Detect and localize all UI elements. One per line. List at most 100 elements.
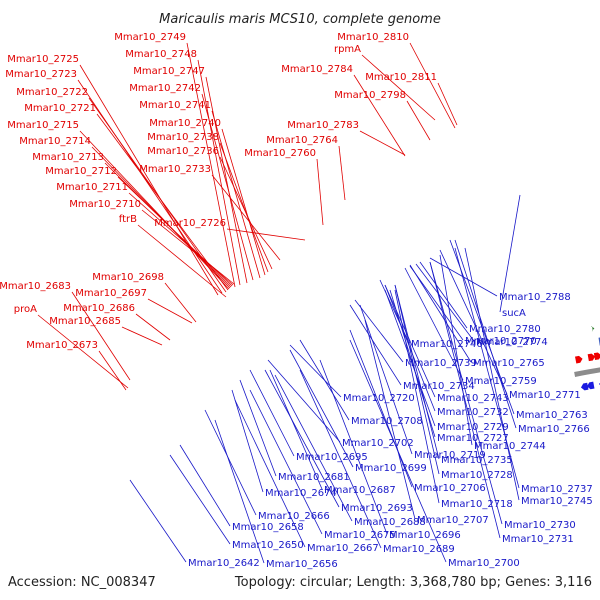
map-title: Maricaulis maris MCS10, complete genome: [159, 12, 441, 27]
reverse-gene-label: Mmar10_2650: [232, 540, 304, 551]
reverse-leader-line: [384, 289, 436, 427]
label-leader-lines: [37, 42, 521, 564]
forward-gene: [593, 352, 600, 361]
reverse-gene-label: Mmar10_2743: [437, 393, 509, 404]
reverse-leader-line: [349, 329, 413, 488]
reverse-gene-label: Mmar10_2656: [266, 559, 338, 570]
reverse-gene-label: Mmar10_2763: [516, 410, 588, 421]
forward-leader-line: [221, 128, 266, 276]
reverse-leader-line: [384, 284, 436, 398]
forward-gene-label: Mmar10_2736: [147, 146, 219, 157]
forward-gene-label: ftrB: [119, 214, 137, 225]
reverse-gene-label: Mmar10_2689: [383, 544, 455, 555]
forward-gene-label: rpmA: [334, 44, 361, 55]
forward-gene-label: Mmar10_2722: [16, 87, 88, 98]
reverse-gene-label: Mmar10_2693: [341, 503, 413, 514]
forward-gene-label: Mmar10_2742: [129, 83, 201, 94]
reverse-leader-line: [289, 349, 354, 468]
reverse-gene-label: Mmar10_2688: [354, 517, 426, 528]
reverse-gene-label: Mmar10_2788: [499, 292, 571, 303]
forward-leader-line: [91, 146, 231, 289]
reverse-leader-line: [299, 339, 350, 421]
forward-leader-line: [361, 54, 436, 121]
reverse-gene-label: Mmar10_2658: [232, 522, 304, 533]
reverse-gene-label: Mmar10_2728: [441, 470, 513, 481]
reverse-leader-line: [349, 339, 447, 563]
forward-leader-line: [201, 93, 254, 281]
forward-leader-line: [338, 145, 346, 201]
reverse-leader-line: [364, 319, 416, 520]
reverse-leader-line: [249, 389, 323, 535]
forward-leader-line: [117, 176, 233, 287]
reverse-gene-label: Mmar10_2771: [509, 390, 581, 401]
reverse-gene-label: Mmar10_2737: [521, 484, 593, 495]
forward-leader-line: [135, 313, 171, 341]
reverse-leader-line: [409, 264, 472, 363]
reverse-gene-label: Mmar10_2699: [355, 463, 427, 474]
reverse-leader-line: [394, 284, 440, 460]
forward-gene-label: Mmar10_2811: [365, 72, 437, 83]
forward-gene-label: Mmar10_2738: [147, 132, 219, 143]
forward-gene-label: Mmar10_2749: [114, 32, 186, 43]
forward-leader-line: [186, 42, 236, 288]
gene-labels: Mmar10_2749 Mmar10_2748 Mmar10_2747 Mmar10_…: [0, 32, 593, 570]
rna-marker: [591, 326, 595, 332]
forward-leader-line: [141, 209, 235, 285]
forward-leader-line: [77, 79, 223, 294]
reverse-gene-label: Mmar10_2766: [518, 424, 590, 435]
reverse-gene-label: Mmar10_2765: [473, 358, 545, 369]
reverse-gene-label: Mmar10_2708: [351, 416, 423, 427]
reverse-gene-label: Mmar10_2729: [437, 422, 509, 433]
reverse-leader-line: [129, 479, 187, 563]
reverse-leader-line: [169, 454, 231, 545]
forward-leader-line: [409, 42, 456, 129]
reverse-gene-label: Mmar10_2780: [469, 324, 541, 335]
reverse-leader-line: [319, 359, 388, 535]
reverse-leader-line: [394, 289, 440, 504]
reverse-leader-line: [429, 261, 501, 539]
reverse-leader-line: [231, 389, 264, 493]
forward-gene-label: Mmar10_2685: [49, 316, 121, 327]
forward-gene-label: Mmar10_2764: [266, 135, 338, 146]
reverse-gene: [580, 382, 589, 391]
forward-gene-label: Mmar10_2710: [69, 199, 141, 210]
reverse-leader-line: [419, 261, 468, 329]
forward-leader-line: [219, 142, 269, 273]
forward-gene-label: Mmar10_2711: [56, 182, 128, 193]
forward-gene-label: Mmar10_2725: [7, 54, 79, 65]
forward-leader-line: [79, 130, 230, 290]
forward-gene-label: Mmar10_2683: [0, 281, 71, 292]
forward-gene-label: Mmar10_2712: [45, 166, 117, 177]
forward-gene-label: Mmar10_2760: [244, 148, 316, 159]
reverse-gene-label: Mmar10_2731: [502, 534, 574, 545]
reverse-leader-line: [359, 304, 413, 455]
forward-gene-label: Mmar10_2783: [287, 120, 359, 131]
reverse-leader-line: [415, 263, 475, 342]
forward-gene-label: Mmar10_2697: [75, 288, 147, 299]
reverse-leader-line: [234, 399, 306, 548]
reverse-leader-line: [204, 409, 257, 516]
reverse-gene-label: Mmar10_2706: [414, 483, 486, 494]
forward-leader-line: [211, 174, 281, 261]
forward-leader-line: [164, 282, 197, 323]
reverse-gene-label: Mmar10_2720: [343, 393, 415, 404]
reverse-gene-label: Mmar10_2667: [307, 543, 379, 554]
forward-leader-line: [316, 158, 324, 226]
reverse-gene-label: Mmar10_2718: [441, 499, 513, 510]
forward-leader-line: [437, 82, 458, 126]
forward-leader-line: [359, 130, 406, 156]
forward-leader-line: [197, 59, 241, 286]
reverse-gene-label: Mmar10_2681: [278, 472, 350, 483]
reverse-gene-label: Mmar10_2702: [342, 438, 414, 449]
reverse-gene-label: Mmar10_2744: [474, 441, 546, 452]
forward-leader-line: [96, 113, 229, 291]
reverse-leader-line: [267, 359, 341, 443]
reverse-gene-label: Mmar10_2675: [324, 530, 396, 541]
forward-leader-line: [219, 156, 273, 270]
forward-gene-label: Mmar10_2723: [5, 69, 77, 80]
reverse-leader-line: [289, 344, 342, 398]
forward-gene: [587, 353, 596, 362]
reverse-leader-line: [179, 444, 231, 527]
forward-gene-label: Mmar10_2714: [19, 136, 91, 147]
